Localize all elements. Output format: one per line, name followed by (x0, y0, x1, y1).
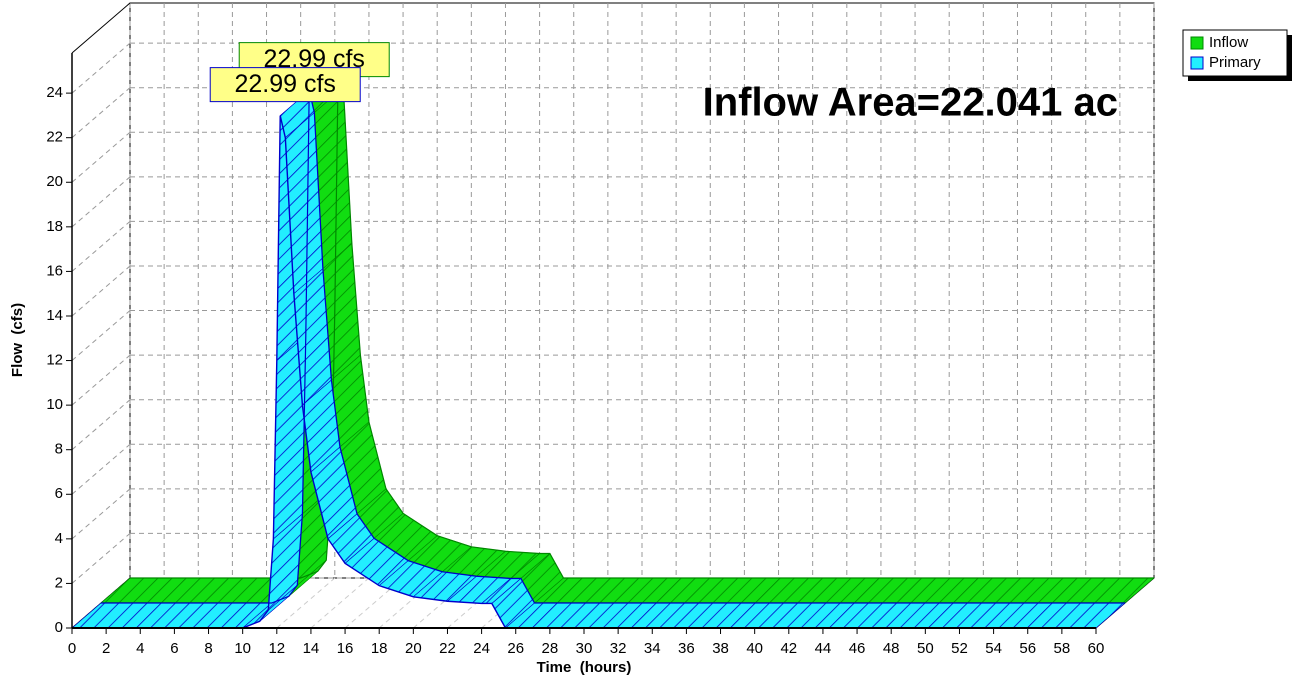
x-tick-label: 36 (678, 640, 695, 657)
x-tick-label: 42 (780, 640, 797, 657)
wall-grid-line (71, 131, 131, 183)
x-tick-label: 4 (136, 640, 144, 657)
ribbon-surface (71, 602, 273, 629)
wall-grid-line (71, 87, 131, 139)
x-tick-label: 28 (542, 640, 559, 657)
x-tick-label: 22 (439, 640, 456, 657)
x-tick-label: 20 (405, 640, 422, 657)
y-tick-label: 2 (55, 574, 63, 591)
legend-swatch (1190, 36, 1204, 50)
wall-grid-line (71, 176, 131, 228)
x-tick-label: 50 (917, 640, 934, 657)
legend-label: Primary (1209, 54, 1261, 71)
y-tick-label: 10 (46, 396, 63, 413)
x-tick-label: 38 (712, 640, 729, 657)
axis-edge (71, 2, 131, 54)
y-tick-label: 20 (46, 173, 63, 190)
x-tick-label: 2 (102, 640, 110, 657)
annotation: Inflow Area=22.041 ac (703, 81, 1118, 125)
x-tick-label: 0 (68, 640, 76, 657)
wall-grid-line (71, 42, 131, 94)
y-tick-label: 6 (55, 485, 63, 502)
x-tick-label: 34 (644, 640, 661, 657)
wall-grid-line (71, 354, 131, 406)
ribbon-surface (533, 577, 1155, 604)
y-tick-label: 22 (46, 129, 63, 146)
x-axis-title: Time (hours) (537, 659, 632, 676)
x-tick-label: 54 (985, 640, 1002, 657)
ribbon-back-edge (101, 90, 1125, 604)
x-tick-label: 58 (1054, 640, 1071, 657)
x-tick-label: 30 (576, 640, 593, 657)
y-tick-label: 4 (55, 530, 63, 547)
x-tick-label: 32 (610, 640, 627, 657)
x-tick-label: 48 (883, 640, 900, 657)
ribbon-back-edge (130, 65, 1154, 579)
legend-label: Inflow (1209, 34, 1248, 51)
wall-grid-line (71, 310, 131, 361)
wall-grid-line (71, 443, 131, 495)
wall-grid-line (71, 488, 131, 540)
floor-grid-line (276, 577, 336, 629)
x-tick-label: 56 (1019, 640, 1036, 657)
legend-swatch (1190, 56, 1204, 70)
floor-grid-line (310, 577, 370, 629)
y-tick-label: 16 (46, 262, 63, 279)
y-axis-title: Flow (cfs) (9, 303, 26, 377)
x-tick-label: 8 (204, 640, 212, 657)
x-tick-label: 46 (849, 640, 866, 657)
x-tick-label: 10 (234, 640, 251, 657)
x-tick-label: 6 (170, 640, 178, 657)
x-tick-label: 52 (951, 640, 968, 657)
wall-grid-line (71, 399, 131, 451)
ribbon-surface (504, 602, 1126, 629)
x-tick-label: 44 (815, 640, 832, 657)
y-tick-label: 0 (55, 619, 63, 636)
y-tick-label: 18 (46, 218, 63, 235)
wall-grid-line (71, 221, 131, 272)
x-tick-label: 60 (1088, 640, 1105, 657)
y-tick-label: 8 (55, 441, 63, 458)
x-tick-label: 26 (507, 640, 524, 657)
x-tick-label: 14 (303, 640, 320, 657)
y-tick-label: 24 (46, 84, 63, 101)
label-box (209, 67, 361, 103)
x-tick-label: 16 (337, 640, 354, 657)
wall-grid-line (71, 265, 131, 317)
series-line (72, 115, 1096, 629)
wall-grid-line (71, 533, 131, 584)
x-tick-label: 18 (371, 640, 388, 657)
y-tick-label: 14 (46, 307, 63, 324)
x-tick-label: 40 (746, 640, 763, 657)
y-tick-label: 12 (46, 352, 63, 369)
x-tick-label: 24 (473, 640, 490, 657)
value-label: 22.99 cfs (234, 70, 335, 98)
x-tick-label: 12 (268, 640, 285, 657)
